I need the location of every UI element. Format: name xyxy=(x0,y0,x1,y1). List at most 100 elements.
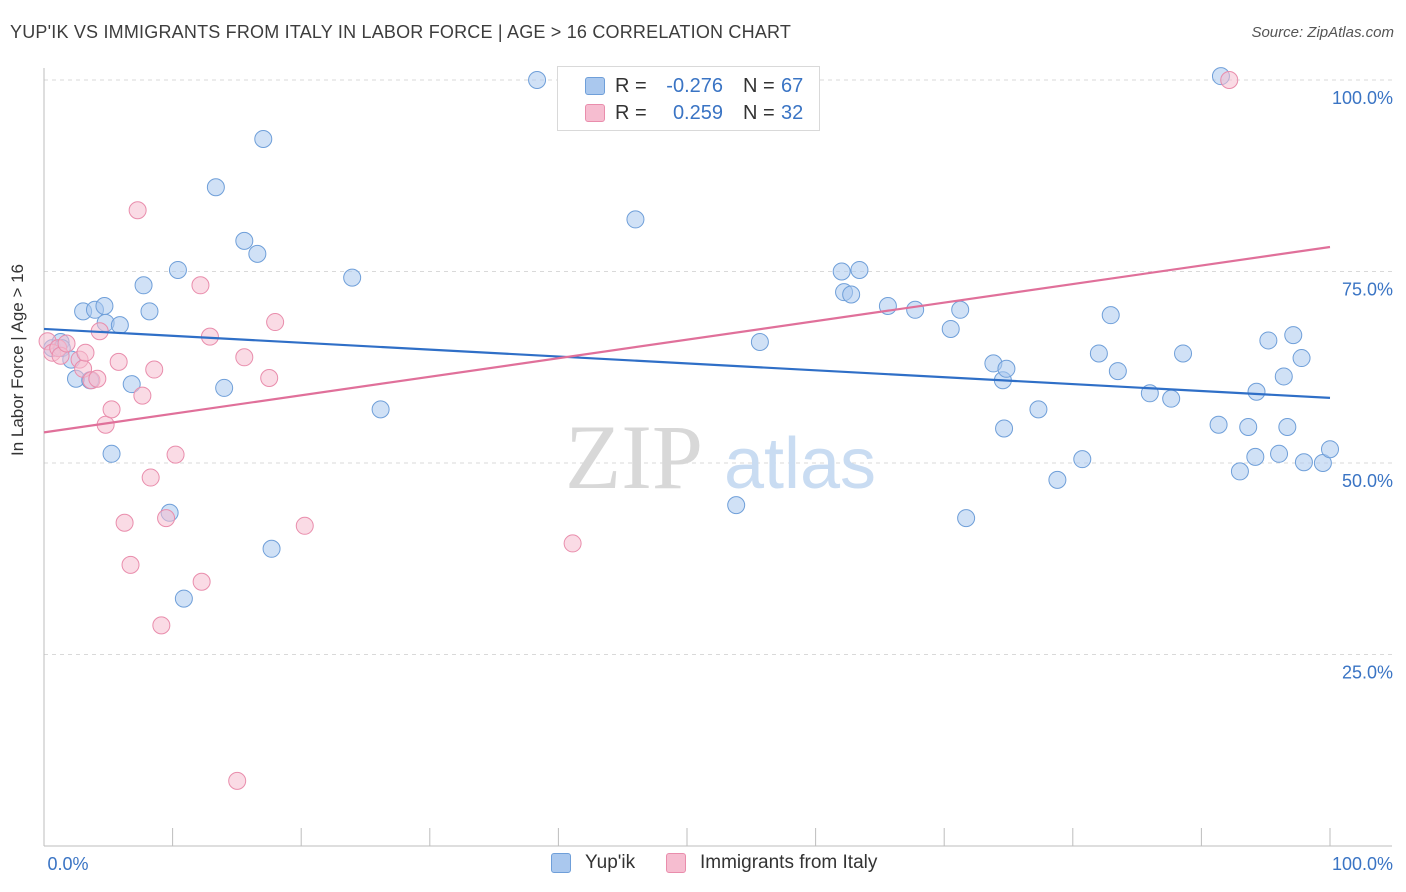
yupik-point xyxy=(235,231,254,250)
yupik-point xyxy=(102,444,121,463)
yupik-point xyxy=(1246,447,1265,466)
italy-point xyxy=(191,276,210,295)
italy-point xyxy=(57,334,76,353)
legend-item-yupik[interactable]: Yup'ik xyxy=(551,852,635,874)
italy-swatch xyxy=(585,104,605,122)
legend-item-italy[interactable]: Immigrants from Italy xyxy=(666,852,877,874)
italy-point xyxy=(88,369,107,388)
italy-point xyxy=(228,771,247,790)
italy-point xyxy=(141,468,160,487)
yupik-point xyxy=(140,302,159,321)
yupik-trend-line xyxy=(43,327,1331,399)
y-tick-label: 50.0% xyxy=(1342,471,1393,491)
yupik-point xyxy=(906,300,925,319)
italy-point xyxy=(121,555,140,574)
yupik-point xyxy=(850,260,869,279)
italy-point xyxy=(76,343,95,362)
yupik-point xyxy=(248,244,267,263)
yupik-point xyxy=(110,316,129,335)
watermark-zip: ZIP xyxy=(565,406,703,508)
italy-point xyxy=(563,534,582,553)
tick-labels: 25.0% 50.0% 75.0% 100.0% 0.0% 100.0% xyxy=(47,88,1393,874)
n-label: N = xyxy=(743,101,775,124)
n-value: 67 xyxy=(781,74,804,97)
yupik-point xyxy=(727,496,746,515)
yupik-point xyxy=(371,400,390,419)
yupik-point xyxy=(1284,326,1303,345)
yupik-point xyxy=(842,285,861,304)
yupik-point xyxy=(1247,382,1266,401)
italy-trend-line xyxy=(43,245,1331,434)
yupik-point xyxy=(262,539,281,558)
yupik-point xyxy=(750,332,769,351)
yupik-point xyxy=(528,71,547,89)
italy-point xyxy=(235,348,254,367)
n-label: N = xyxy=(743,74,775,97)
yupik-point xyxy=(1029,400,1048,419)
italy-point xyxy=(145,360,164,379)
y-tick-label: 25.0% xyxy=(1342,663,1393,683)
legend-label-italy: Immigrants from Italy xyxy=(700,852,878,873)
y-tick-label: 100.0% xyxy=(1332,88,1393,108)
yupik-swatch xyxy=(585,77,605,95)
italy-swatch xyxy=(666,853,686,873)
yupik-point xyxy=(1294,453,1313,472)
yupik-point xyxy=(95,296,114,315)
yupik-point xyxy=(997,359,1016,378)
italy-point xyxy=(157,509,176,528)
yupik-point xyxy=(122,375,141,394)
series-legend: Yup'ik Immigrants from Italy xyxy=(0,852,1406,878)
italy-point xyxy=(295,516,314,535)
data-points xyxy=(38,67,1339,790)
yupik-point xyxy=(1292,349,1311,368)
italy-point xyxy=(192,572,211,591)
italy-point xyxy=(133,386,152,405)
italy-point xyxy=(115,513,134,532)
yupik-point xyxy=(1321,440,1339,459)
r-value: 0.259 xyxy=(672,101,723,124)
italy-point xyxy=(260,368,279,387)
yupik-point xyxy=(1274,367,1293,386)
yupik-point xyxy=(1259,331,1278,350)
italy-point xyxy=(128,201,147,220)
yupik-point xyxy=(215,378,234,397)
x-tick-label: 0.0% xyxy=(47,854,88,874)
yupik-point xyxy=(951,300,970,319)
yupik-point xyxy=(1230,462,1249,481)
italy-point xyxy=(266,313,285,332)
yupik-point xyxy=(168,260,187,279)
chart-title: YUP'IK VS IMMIGRANTS FROM ITALY IN LABOR… xyxy=(10,22,792,42)
italy-point xyxy=(166,445,185,464)
italy-point xyxy=(109,352,128,371)
legend-row-italy: R = 0.259 N = 32 xyxy=(558,100,803,126)
yupik-point xyxy=(626,210,645,229)
yupik-point xyxy=(995,419,1014,438)
yupik-point xyxy=(1270,444,1289,463)
watermark-atlas: atlas xyxy=(724,424,876,504)
watermark: ZIP atlas xyxy=(565,406,876,508)
yupik-point xyxy=(1048,470,1067,489)
yupik-point xyxy=(1108,362,1127,381)
r-value: -0.276 xyxy=(666,74,723,97)
yupik-point xyxy=(343,268,362,287)
r-label: R = xyxy=(615,74,647,97)
source-label: Source: ZipAtlas.com xyxy=(1251,24,1394,41)
y-tick-label: 75.0% xyxy=(1342,280,1393,300)
yupik-point xyxy=(1101,306,1120,325)
axes xyxy=(43,68,1392,847)
yupik-point xyxy=(1209,415,1228,434)
y-axis-label: In Labor Force | Age > 16 xyxy=(8,263,27,456)
yupik-point xyxy=(1174,344,1193,363)
yupik-point xyxy=(174,589,193,608)
x-tick-label: 100.0% xyxy=(1332,854,1393,874)
trend-lines xyxy=(43,245,1331,434)
italy-point xyxy=(1220,71,1239,89)
r-label: R = xyxy=(615,101,647,124)
correlation-legend: R = -0.276 N = 67 R = 0.259 N = 32 xyxy=(557,66,820,131)
legend-label-yupik: Yup'ik xyxy=(585,852,636,873)
yupik-point xyxy=(1239,417,1258,436)
yupik-swatch xyxy=(551,853,571,873)
yupik-point xyxy=(1089,344,1108,363)
n-value: 32 xyxy=(781,101,804,124)
